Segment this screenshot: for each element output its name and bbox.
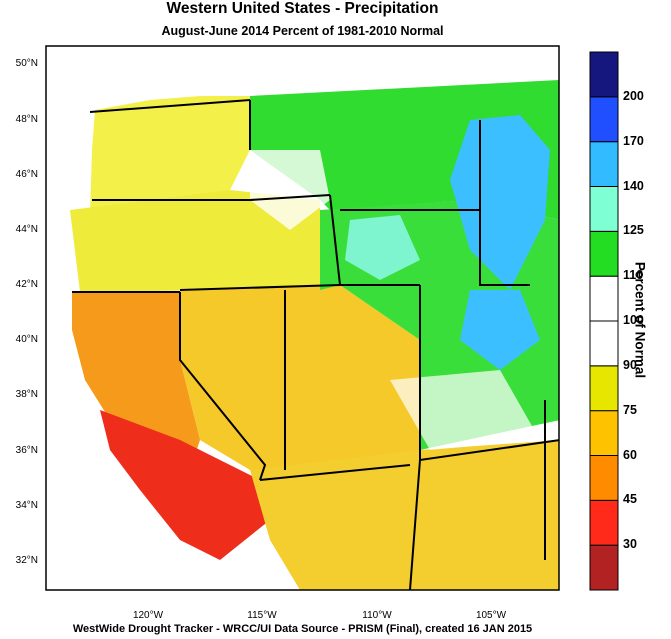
- region-near-normal-se: [390, 370, 540, 450]
- colorbar-swatch: [589, 186, 619, 232]
- longitude-label: 110°W: [362, 610, 392, 621]
- longitude-label: 120°W: [132, 610, 164, 621]
- colorbar-tick-label: 200: [623, 88, 644, 103]
- latitude-label: 46°N: [15, 169, 38, 180]
- region-arizona-newmexico: [250, 440, 559, 590]
- colorbar-tick-label: 140: [623, 178, 644, 193]
- region-california-south: [100, 410, 270, 560]
- colorbar-swatch: [589, 96, 619, 143]
- colorbar-tick-label: 30: [623, 537, 637, 552]
- region-pacific-nw: [90, 96, 250, 215]
- colorbar-swatch: [589, 455, 619, 501]
- latitude-label: 42°N: [15, 279, 38, 290]
- colorbar-swatch: [589, 365, 619, 412]
- longitude-label: 115°W: [247, 610, 277, 621]
- colorbar-swatch: [589, 544, 619, 591]
- region-california-north: [72, 292, 200, 470]
- colorbar-swatch: [589, 275, 619, 322]
- colorbar-swatch: [589, 230, 619, 277]
- latitude-label: 38°N: [15, 389, 38, 400]
- latitude-label: 40°N: [15, 334, 38, 345]
- map-title: Western United States - Precipitation: [166, 0, 439, 17]
- latitude-label: 48°N: [15, 114, 38, 125]
- region-high-precip-east: [450, 115, 550, 290]
- latitude-label: 44°N: [15, 224, 38, 235]
- colorbar: [589, 51, 619, 591]
- colorbar-swatch: [589, 499, 619, 546]
- colorbar-tick-label: 75: [623, 402, 637, 417]
- colorbar-tick-label: 110: [623, 268, 644, 283]
- map-subtitle: August-June 2014 Percent of 1981-2010 No…: [161, 24, 444, 38]
- latitude-label: 32°N: [15, 555, 38, 566]
- state-borders: [72, 99, 559, 590]
- colorbar-tick-label: 45: [623, 492, 637, 507]
- region-oregon-idaho: [70, 190, 320, 292]
- latitude-label: 34°N: [15, 500, 38, 511]
- colorbar-swatch: [589, 141, 619, 188]
- latitude-label: 50°N: [15, 58, 38, 69]
- colorbar-tick-label: 100: [623, 313, 644, 327]
- region-wyoming-teal: [345, 215, 420, 280]
- region-high-precip-colorado: [460, 290, 540, 370]
- colorbar-tick-label: 125: [623, 223, 644, 238]
- latitude-label: 36°N: [15, 445, 38, 456]
- colorbar-tick-label: 170: [623, 133, 644, 148]
- region-near-normal: [250, 150, 330, 230]
- colorbar-swatch: [589, 51, 619, 98]
- region-nevada-utah: [180, 285, 420, 470]
- colorbar-tick-label: 90: [623, 357, 637, 372]
- longitude-label: 105°W: [475, 610, 507, 621]
- map-frame: [45, 45, 560, 591]
- colorbar-title: Percent of Normal: [632, 261, 648, 379]
- colorbar-swatch: [589, 320, 619, 367]
- colorbar-tick-label: 60: [623, 447, 637, 462]
- colorbar-swatch: [589, 410, 619, 456]
- footer-credit: WestWide Drought Tracker - WRCC/UI Data …: [72, 623, 533, 635]
